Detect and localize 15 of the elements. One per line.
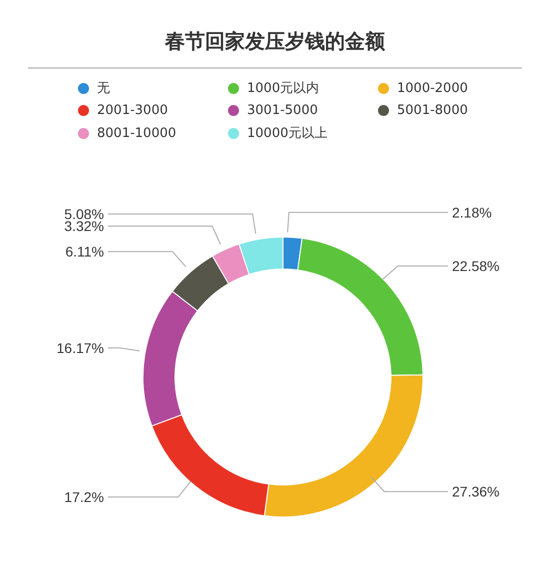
legend-label: 10000元以上 xyxy=(247,125,328,142)
data-label: 2.18% xyxy=(452,204,492,220)
data-label: 22.58% xyxy=(452,258,500,274)
legend-label: 8001-10000 xyxy=(97,126,176,140)
legend-label: 5001-8000 xyxy=(397,103,468,118)
data-label: 6.11% xyxy=(65,244,104,260)
data-label: 16.17% xyxy=(56,340,104,356)
legend-label: 1000-2000 xyxy=(397,80,468,96)
legend-label: 1000元以内 xyxy=(247,80,320,97)
data-label: 27.36% xyxy=(452,484,500,500)
legend-label: 无 xyxy=(97,80,110,97)
legend-label: 2001-3000 xyxy=(97,103,168,118)
legend-label: 3001-5000 xyxy=(247,103,318,118)
data-label: 17.2% xyxy=(64,489,104,506)
chart-title: 春节回家发压岁钱的金额 xyxy=(28,8,522,69)
